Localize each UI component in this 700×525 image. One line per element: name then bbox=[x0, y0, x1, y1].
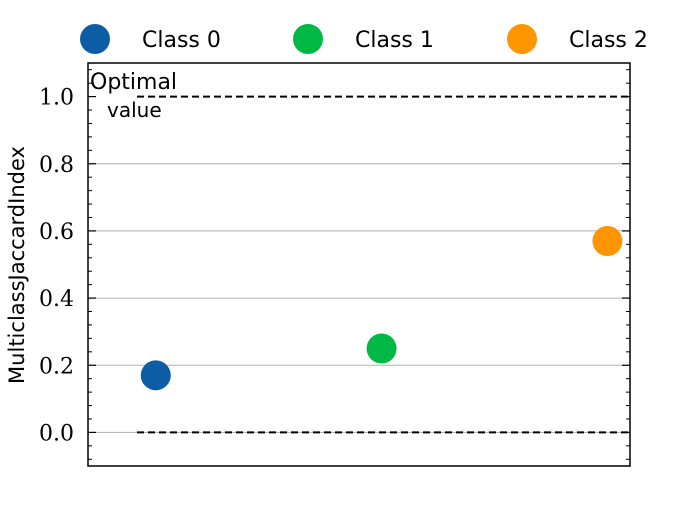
y-axis-label: MulticlassJaccardIndex bbox=[5, 146, 29, 384]
y-tick-labels: 0.0 0.2 0.4 0.6 0.8 1.0 bbox=[39, 86, 74, 447]
legend-label: Class 2 bbox=[569, 28, 648, 53]
y-tick-label: 0.8 bbox=[39, 153, 74, 178]
legend-marker bbox=[80, 24, 110, 54]
y-tick-label: 0.2 bbox=[39, 354, 74, 379]
plot-frame bbox=[87, 62, 631, 467]
data-point bbox=[366, 333, 397, 364]
grid-lines bbox=[88, 163, 630, 433]
legend-marker bbox=[507, 24, 537, 54]
data-point bbox=[140, 360, 171, 391]
y-ticks bbox=[88, 69, 630, 460]
y-tick-label: 0.6 bbox=[39, 220, 74, 245]
data-points bbox=[140, 225, 623, 391]
legend-label: Class 1 bbox=[355, 28, 434, 53]
data-point bbox=[592, 225, 623, 256]
y-tick-label: 1.0 bbox=[39, 86, 74, 111]
legend: Class 0 Class 1 Class 2 bbox=[80, 24, 648, 54]
legend-label: Class 0 bbox=[142, 28, 221, 53]
legend-marker bbox=[293, 24, 323, 54]
optimal-annotation-line2: value bbox=[107, 98, 162, 122]
reference-lines bbox=[137, 95, 630, 434]
optimal-annotation-line1: Optimal bbox=[90, 70, 177, 95]
y-tick-label: 0.4 bbox=[39, 287, 74, 312]
plot-area: 0.0 0.2 0.4 0.6 0.8 1.0 bbox=[39, 62, 631, 467]
y-tick-label: 0.0 bbox=[39, 421, 74, 446]
